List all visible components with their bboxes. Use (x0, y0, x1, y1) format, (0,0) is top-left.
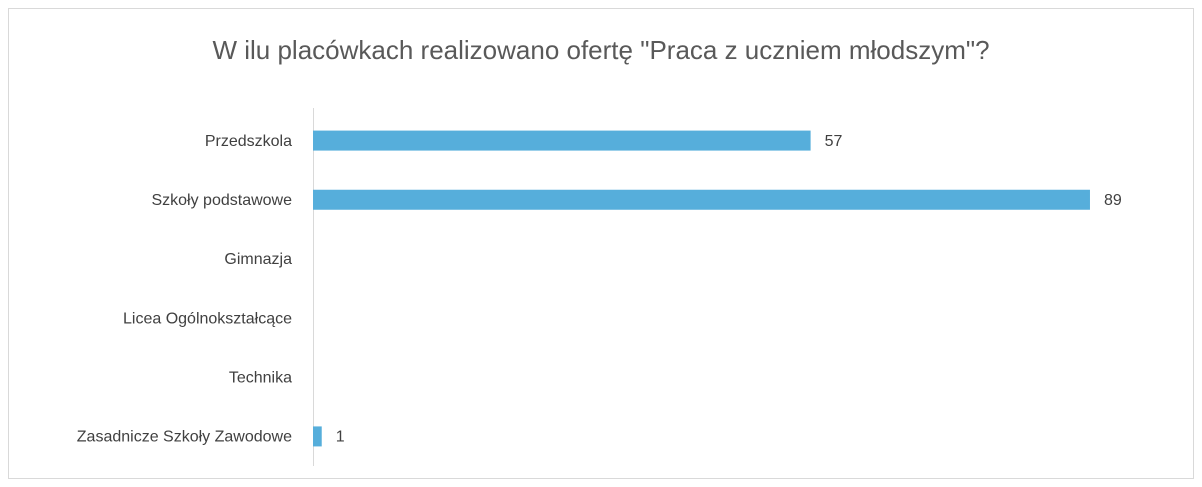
y-tick-label: Szkoły podstawowe (151, 192, 292, 209)
value-label: 1 (336, 429, 345, 446)
value-label: 57 (825, 133, 843, 150)
bar (313, 426, 322, 447)
y-tick-label: Zasadnicze Szkoły Zawodowe (77, 429, 292, 446)
bar (313, 189, 1090, 210)
y-tick-label: Gimnazja (224, 251, 292, 268)
y-tick-label: Technika (229, 369, 292, 386)
bar (313, 130, 811, 151)
y-tick-label: Licea Ogólnokształcące (123, 310, 292, 327)
chart-frame (8, 8, 1194, 479)
y-tick-label: Przedszkola (205, 133, 292, 150)
value-label: 89 (1104, 192, 1122, 209)
chart-title: W ilu placówkach realizowano ofertę "Pra… (212, 35, 989, 65)
